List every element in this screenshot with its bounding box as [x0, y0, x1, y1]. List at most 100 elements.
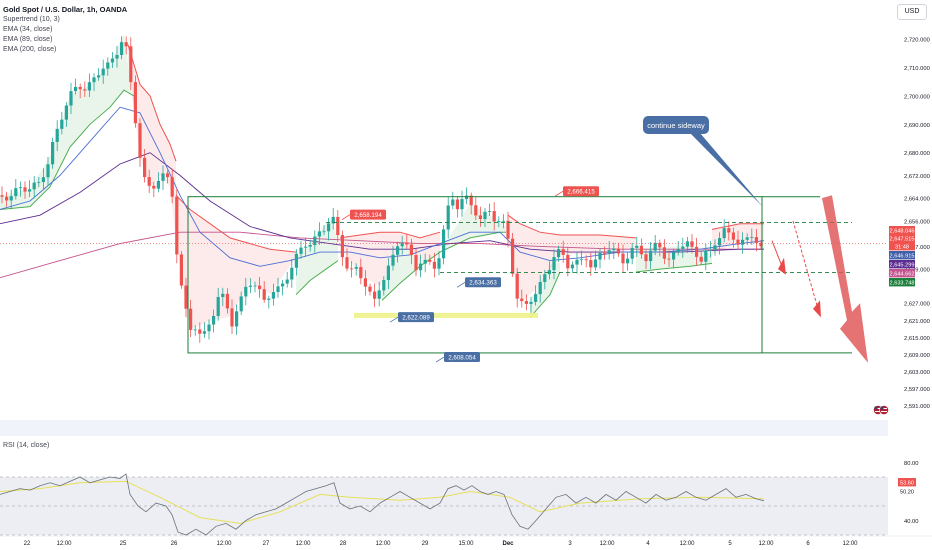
projection-arrows [771, 195, 868, 363]
candle-body [340, 235, 344, 258]
rsi-value-text: 53.60 [900, 480, 914, 486]
candle-body [202, 331, 206, 334]
price-marker-pointer [435, 356, 445, 363]
price-axis[interactable]: 2,720.000 2,710.000 2,700.000 2,690.000 2,68… [888, 0, 932, 550]
time-axis[interactable]: 22 12:00 25 26 12:00 27 12:00 28 12:00 29 15:00 Dec… [0, 535, 932, 550]
candle-body [23, 187, 27, 192]
price-marker-text: 2,634.363 [469, 280, 497, 287]
candle-body [198, 329, 202, 334]
price-pane[interactable]: 2,658.194 2,666.415 2,634.363 2,622.089 2,60… [0, 0, 888, 436]
candle-body [718, 238, 722, 246]
candle-body [354, 266, 358, 269]
candle-body [603, 252, 607, 254]
candle-body [442, 229, 446, 259]
candle-body [400, 242, 404, 247]
currency-button[interactable]: USD [897, 4, 927, 20]
candle-body [350, 268, 354, 270]
candle-body [212, 315, 216, 325]
callout-text: continue sideway [647, 121, 705, 130]
candle-body [612, 248, 616, 251]
price-axis-tag [889, 226, 915, 235]
rsi-indicator-label[interactable]: RSI (14, close) [3, 442, 50, 449]
candle-body [377, 290, 381, 299]
candle-body [695, 246, 699, 257]
supertrend-down-0 [127, 44, 177, 162]
price-marker-box [563, 186, 599, 197]
indicator-supertrend[interactable]: Supertrend (10, 3) [3, 16, 60, 23]
time-tick-label: 28 [340, 541, 347, 547]
price-axis-tag [889, 242, 915, 251]
price-axis-tag [889, 234, 915, 243]
candle-body [216, 297, 220, 316]
candle-body [299, 247, 303, 254]
price-tick-label: 2,680.000 [904, 151, 930, 157]
candle-body [446, 205, 450, 230]
candle-body [281, 283, 285, 287]
indicator-ema-89[interactable]: EMA (89, close) [3, 36, 53, 43]
candle-body [690, 241, 694, 247]
us-flag-icon[interactable] [873, 405, 889, 415]
candle-body [294, 253, 298, 268]
candle-body [437, 258, 441, 269]
rsi-pane[interactable] [0, 473, 888, 536]
candle-body [419, 263, 423, 271]
candle-body [336, 216, 340, 236]
price-tick-label: 2,639.000 [904, 268, 930, 274]
projection-arrow-dashed [792, 220, 819, 310]
candle-body [285, 279, 289, 284]
candle-body [575, 259, 579, 265]
time-tick-label: 5 [728, 541, 732, 547]
price-marker-text: 2,622.089 [402, 314, 430, 321]
candle-body [722, 228, 726, 239]
price-axis-tag-text: 2,647.515 [890, 236, 915, 242]
supertrend-up-1 [295, 260, 339, 296]
price-marker-text: 2,666.415 [567, 189, 595, 196]
candle-body [78, 86, 82, 90]
candle-body [28, 189, 32, 192]
candle-body [235, 311, 239, 327]
candle-body [184, 285, 188, 309]
candle-body [658, 242, 662, 248]
supertrend-up-3 [529, 271, 561, 318]
price-tick-label: 2,720.000 [904, 38, 930, 44]
candle-body [506, 220, 510, 239]
candle-body [428, 259, 432, 262]
candle-body [46, 164, 50, 178]
rsi-value-tag [898, 487, 916, 496]
time-tick-label: 3 [568, 541, 572, 547]
projection-arrowhead-dashed [813, 300, 821, 318]
time-tick-label: 26 [171, 541, 178, 547]
projection-arrow-large [822, 195, 868, 363]
candle-body [313, 236, 317, 246]
ema-34-line [0, 106, 765, 267]
candle-body [451, 199, 455, 206]
time-tick-label: 15:00 [458, 541, 474, 547]
candle-body [469, 195, 473, 206]
candle-body [566, 254, 570, 269]
candle-body [547, 270, 551, 275]
price-axis-tag-text: 2,646.915 [890, 253, 915, 259]
candle-body [391, 254, 395, 266]
candle-body [405, 242, 409, 245]
price-axis-tag [889, 251, 915, 260]
candle-body [193, 329, 197, 331]
candle-body [414, 255, 418, 271]
ema-89-line [0, 152, 764, 253]
price-tick-label: 2,603.000 [904, 370, 930, 376]
time-tick-label: 12:00 [295, 541, 311, 547]
time-tick-label: 27 [263, 541, 270, 547]
candle-body [138, 123, 142, 158]
indicator-ema-200[interactable]: EMA (200, close) [3, 46, 57, 53]
price-marker-box [465, 277, 501, 288]
candle-body [331, 216, 335, 224]
price-tick-label: 2,700.000 [904, 94, 930, 100]
candle-body [598, 252, 602, 260]
candle-body [630, 247, 634, 259]
indicator-ema-34[interactable]: EMA (34, close) [3, 26, 53, 33]
candle-body [92, 77, 96, 83]
candle-body [317, 231, 321, 237]
price-marker-box [398, 312, 434, 323]
supertrend-up-1-fill [296, 218, 338, 295]
candle-body [488, 211, 492, 212]
